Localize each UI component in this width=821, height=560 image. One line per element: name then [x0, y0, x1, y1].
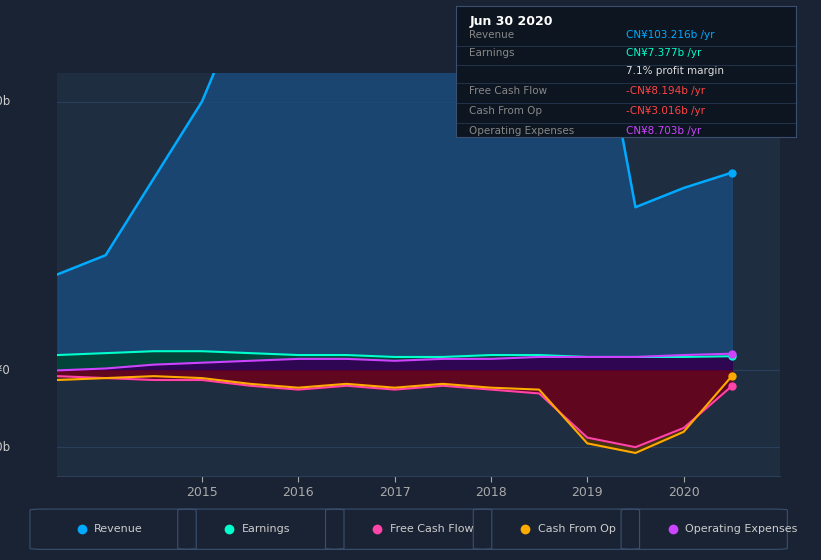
Text: CN¥7.377b /yr: CN¥7.377b /yr — [626, 48, 701, 58]
Text: Cash From Op: Cash From Op — [538, 524, 616, 534]
Text: Revenue: Revenue — [470, 30, 515, 40]
Text: Revenue: Revenue — [94, 524, 143, 534]
Text: Operating Expenses: Operating Expenses — [686, 524, 798, 534]
Text: Cash From Op: Cash From Op — [470, 106, 543, 116]
Text: CN¥103.216b /yr: CN¥103.216b /yr — [626, 30, 714, 40]
Text: CN¥8.703b /yr: CN¥8.703b /yr — [626, 125, 701, 136]
Text: Earnings: Earnings — [470, 48, 515, 58]
Text: Jun 30 2020: Jun 30 2020 — [470, 15, 553, 28]
Text: -CN¥8.194b /yr: -CN¥8.194b /yr — [626, 86, 705, 96]
Text: 7.1% profit margin: 7.1% profit margin — [626, 67, 724, 76]
Text: Free Cash Flow: Free Cash Flow — [390, 524, 474, 534]
Text: CN¥0: CN¥0 — [0, 364, 11, 377]
Text: -CN¥3.016b /yr: -CN¥3.016b /yr — [626, 106, 705, 116]
Text: Earnings: Earnings — [242, 524, 291, 534]
Text: -CN¥40b: -CN¥40b — [0, 441, 11, 454]
Text: CN¥140b: CN¥140b — [0, 95, 11, 108]
Text: Free Cash Flow: Free Cash Flow — [470, 86, 548, 96]
Text: Operating Expenses: Operating Expenses — [470, 125, 575, 136]
